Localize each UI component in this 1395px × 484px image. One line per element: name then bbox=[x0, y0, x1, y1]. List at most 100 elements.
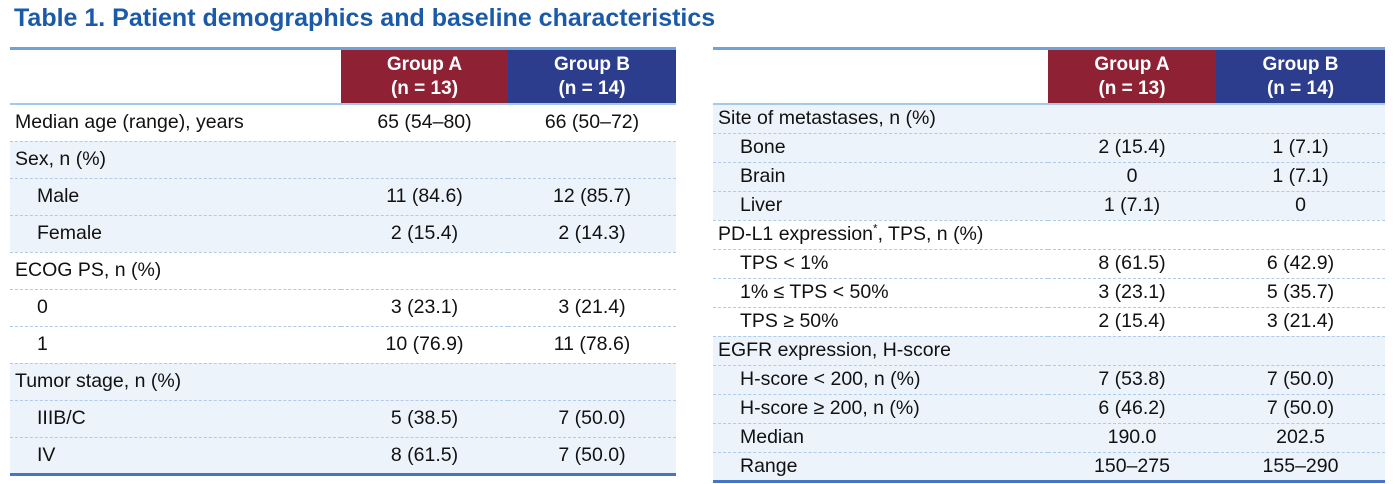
group-a-value: 1 (7.1) bbox=[1103, 194, 1161, 216]
group-a-value bbox=[341, 141, 508, 178]
row-label: Female bbox=[37, 222, 103, 244]
group-a-value: 5 (38.5) bbox=[390, 407, 459, 429]
header-row: Group A (n = 13) Group B (n = 14) bbox=[10, 48, 676, 104]
group-b-value: 7 (50.0) bbox=[1266, 397, 1335, 419]
row-label: 1 bbox=[37, 333, 48, 355]
table-row: Bone 2 (15.4) 1 (7.1) bbox=[713, 133, 1385, 162]
group-a-n: (n = 13) bbox=[1098, 77, 1166, 99]
group-b-value bbox=[508, 363, 676, 400]
row-label: Tumor stage, n (%) bbox=[15, 370, 182, 392]
group-a-n: (n = 13) bbox=[390, 77, 459, 99]
row-label: IIIB/C bbox=[37, 407, 86, 429]
group-a-value: 8 (61.5) bbox=[1098, 252, 1166, 274]
group-b-value: 11 (78.6) bbox=[553, 333, 631, 355]
row-label: Site of metastases, n (%) bbox=[718, 107, 936, 130]
group-a-value: 3 (23.1) bbox=[1098, 281, 1166, 303]
table-row: Median 190.0 202.5 bbox=[713, 423, 1385, 452]
row-label: ECOG PS, n (%) bbox=[15, 259, 162, 281]
row-label: Median bbox=[740, 426, 804, 448]
table-row: Brain 0 1 (7.1) bbox=[713, 162, 1385, 191]
table-row: Median age (range), years 65 (54–80) 66 (5… bbox=[10, 104, 676, 141]
table-row: PD-L1 expression*, TPS, n (%) bbox=[713, 220, 1385, 249]
group-b-value: 3 (21.4) bbox=[1266, 310, 1335, 332]
row-label: TPS ≥ 50% bbox=[740, 310, 839, 332]
group-a-value: 7 (53.8) bbox=[1098, 368, 1166, 390]
group-b-value bbox=[1216, 104, 1385, 133]
table-row: Sex, n (%) bbox=[10, 141, 676, 178]
group-a-value: 2 (15.4) bbox=[1098, 136, 1166, 158]
right-table: Group A (n = 13) Group B (n = 14) Site o… bbox=[713, 47, 1385, 483]
table-row: Range 150–275 155–290 bbox=[713, 452, 1385, 481]
row-label: Liver bbox=[740, 194, 783, 216]
group-b-value: 5 (35.7) bbox=[1266, 281, 1335, 303]
group-a-label: Group A bbox=[1094, 53, 1170, 75]
group-b-value: 1 (7.1) bbox=[1272, 136, 1329, 158]
group-a-value bbox=[1048, 336, 1216, 365]
row-label: Brain bbox=[740, 165, 786, 187]
table-row: TPS < 1% 8 (61.5) 6 (42.9) bbox=[713, 249, 1385, 278]
group-b-value: 7 (50.0) bbox=[558, 443, 626, 466]
group-b-value bbox=[508, 252, 676, 289]
group-b-header: Group B (n = 14) bbox=[1216, 48, 1385, 104]
group-b-value: 1 (7.1) bbox=[1272, 165, 1329, 187]
table-row: TPS ≥ 50% 2 (15.4) 3 (21.4) bbox=[713, 307, 1385, 336]
group-a-value: 2 (15.4) bbox=[390, 222, 459, 244]
group-a-value bbox=[1048, 104, 1216, 133]
row-label: 1% ≤ TPS < 50% bbox=[740, 281, 889, 303]
table-row: EGFR expression, H-score bbox=[713, 336, 1385, 365]
table-row: H-score < 200, n (%) 7 (53.8) 7 (50.0) bbox=[713, 365, 1385, 394]
row-label: Range bbox=[740, 454, 798, 477]
row-label: Sex, n (%) bbox=[15, 148, 107, 170]
group-b-value: 155–290 bbox=[1262, 454, 1339, 477]
row-label: H-score ≥ 200, n (%) bbox=[740, 397, 920, 419]
group-a-value bbox=[341, 363, 508, 400]
group-a-value: 10 (76.9) bbox=[385, 333, 464, 355]
row-label: PD-L1 expression*, TPS, n (%) bbox=[718, 222, 984, 245]
table-row: Site of metastases, n (%) bbox=[713, 104, 1385, 133]
row-label: TPS < 1% bbox=[740, 252, 829, 274]
group-b-value: 2 (14.3) bbox=[558, 222, 626, 244]
row-label: Male bbox=[37, 185, 80, 207]
group-b-value bbox=[1216, 220, 1385, 249]
table-row: ECOG PS, n (%) bbox=[10, 252, 676, 289]
group-b-value: 6 (42.9) bbox=[1266, 252, 1335, 274]
group-b-value: 0 bbox=[1295, 194, 1306, 216]
group-a-value: 65 (54–80) bbox=[377, 111, 472, 134]
group-a-value: 2 (15.4) bbox=[1098, 310, 1166, 332]
group-b-n: (n = 14) bbox=[558, 77, 626, 99]
page-title: Table 1. Patient demographics and baseli… bbox=[14, 4, 716, 32]
table-row: Tumor stage, n (%) bbox=[10, 363, 676, 400]
blank-header-cell bbox=[713, 48, 1048, 104]
group-a-value bbox=[341, 252, 508, 289]
table-row: H-score ≥ 200, n (%) 6 (46.2) 7 (50.0) bbox=[713, 394, 1385, 423]
left-table: Group A (n = 13) Group B (n = 14) Median… bbox=[10, 47, 676, 476]
group-a-value: 11 (84.6) bbox=[386, 185, 463, 207]
group-b-n: (n = 14) bbox=[1266, 77, 1335, 99]
group-b-header: Group B (n = 14) bbox=[508, 48, 676, 104]
group-b-value bbox=[1216, 336, 1385, 365]
demographics-table-right: Group A (n = 13) Group B (n = 14) Site o… bbox=[713, 47, 1385, 483]
group-b-value: 3 (21.4) bbox=[558, 296, 626, 318]
table-row: Male 11 (84.6) 12 (85.7) bbox=[10, 178, 676, 215]
row-label: 0 bbox=[37, 296, 48, 318]
group-b-value bbox=[508, 141, 676, 178]
row-label: IV bbox=[37, 443, 56, 466]
table-row: 0 3 (23.1) 3 (21.4) bbox=[10, 289, 676, 326]
group-b-value: 66 (50–72) bbox=[544, 111, 640, 134]
demographics-table-left: Group A (n = 13) Group B (n = 14) Median… bbox=[10, 47, 676, 476]
group-b-value: 12 (85.7) bbox=[552, 185, 632, 207]
blank-header-cell bbox=[10, 48, 341, 104]
group-a-value: 8 (61.5) bbox=[390, 443, 459, 466]
group-a-value bbox=[1048, 220, 1216, 249]
group-a-value: 150–275 bbox=[1094, 454, 1170, 477]
table-row: IIIB/C 5 (38.5) 7 (50.0) bbox=[10, 400, 676, 437]
group-a-value: 6 (46.2) bbox=[1098, 397, 1166, 419]
table-row: 1% ≤ TPS < 50% 3 (23.1) 5 (35.7) bbox=[713, 278, 1385, 307]
group-a-value: 0 bbox=[1126, 165, 1138, 187]
header-row: Group A (n = 13) Group B (n = 14) bbox=[713, 48, 1385, 104]
row-label: EGFR expression, H-score bbox=[718, 339, 951, 361]
group-b-label: Group B bbox=[1262, 53, 1339, 75]
group-b-value: 202.5 bbox=[1276, 426, 1325, 448]
row-label: Median age (range), years bbox=[15, 111, 244, 134]
